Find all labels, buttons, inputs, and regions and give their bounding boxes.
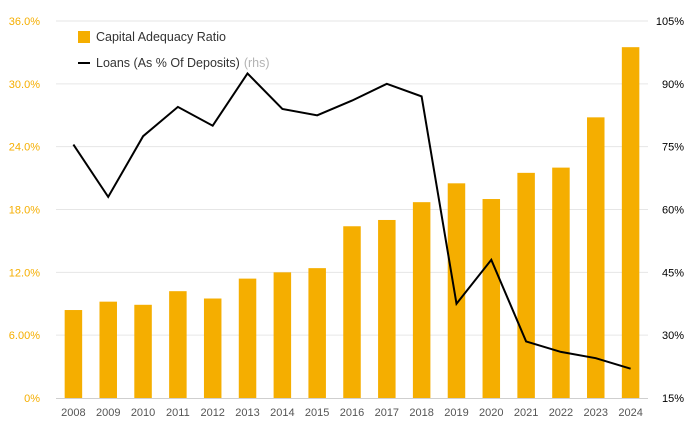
legend-line-label: Loans (As % Of Deposits)	[96, 56, 240, 70]
legend-bar-swatch	[78, 31, 90, 43]
x-tick-label: 2018	[409, 407, 433, 419]
right-tick-label: 75%	[662, 142, 684, 154]
bar-2022[interactable]	[552, 167, 570, 398]
bar-2024[interactable]	[621, 47, 640, 399]
x-tick-label: 2019	[444, 407, 468, 419]
bar-2015[interactable]	[308, 268, 326, 398]
bar-2018[interactable]	[412, 202, 431, 398]
left-tick-label: 36.0%	[9, 16, 40, 28]
x-tick-label: 2022	[549, 407, 573, 419]
x-tick-label: 2021	[514, 407, 538, 419]
left-tick-label: 30.0%	[9, 79, 40, 91]
legend-item-bar[interactable]: Capital Adequacy Ratio	[78, 27, 270, 47]
bar-2008[interactable]	[64, 310, 83, 398]
left-tick-label: 6.00%	[9, 330, 40, 342]
x-tick-label: 2009	[96, 407, 120, 419]
left-tick-label: 0%	[24, 393, 40, 405]
x-tick-label: 2020	[479, 407, 503, 419]
x-tick-label: 2016	[340, 407, 364, 419]
bar-2013[interactable]	[238, 278, 257, 398]
right-tick-label: 60%	[662, 205, 684, 217]
left-tick-label: 12.0%	[9, 267, 40, 279]
x-tick-label: 2014	[270, 407, 294, 419]
right-tick-label: 90%	[662, 79, 684, 91]
loans-line[interactable]	[72, 71, 631, 370]
x-tick-label: 2023	[584, 407, 608, 419]
x-tick-label: 2008	[61, 407, 85, 419]
bar-2010[interactable]	[134, 304, 152, 398]
bar-2019[interactable]	[447, 183, 466, 398]
bar-2016[interactable]	[343, 226, 361, 398]
legend-bar-label: Capital Adequacy Ratio	[96, 30, 226, 44]
x-tick-label: 2013	[235, 407, 259, 419]
legend-rhs-note: (rhs)	[243, 56, 270, 70]
gridlines	[56, 20, 648, 399]
legend-line-swatch	[78, 62, 90, 64]
x-tick-label: 2010	[131, 407, 155, 419]
x-tick-label: 2015	[305, 407, 329, 419]
bar-series	[64, 47, 640, 399]
legend: Capital Adequacy Ratio Loans (As % Of De…	[78, 27, 270, 79]
left-tick-label: 24.0%	[9, 142, 40, 154]
bar-2009[interactable]	[99, 301, 117, 398]
axes: 0% 6.00% 12.0% 18.0% 24.0% 30.0% 36.0% 15% 30% 45…	[9, 16, 684, 419]
legend-item-line[interactable]: Loans (As % Of Deposits) (rhs)	[78, 53, 270, 73]
bar-2014[interactable]	[273, 272, 292, 398]
right-tick-label: 105%	[656, 16, 684, 28]
right-tick-label: 45%	[662, 267, 684, 279]
x-tick-label: 2024	[618, 407, 642, 419]
bar-2017[interactable]	[378, 219, 396, 398]
x-tick-label: 2012	[200, 407, 224, 419]
bar-2011[interactable]	[169, 291, 187, 398]
right-tick-label: 30%	[662, 330, 684, 342]
line-series	[72, 71, 631, 370]
bar-2023[interactable]	[587, 117, 605, 398]
bar-2021[interactable]	[517, 172, 535, 398]
right-tick-label: 15%	[662, 393, 684, 405]
x-tick-label: 2011	[166, 407, 190, 419]
bar-2012[interactable]	[203, 298, 222, 398]
x-tick-label: 2017	[375, 407, 399, 419]
left-tick-label: 18.0%	[9, 205, 40, 217]
bar-2020[interactable]	[482, 199, 501, 398]
